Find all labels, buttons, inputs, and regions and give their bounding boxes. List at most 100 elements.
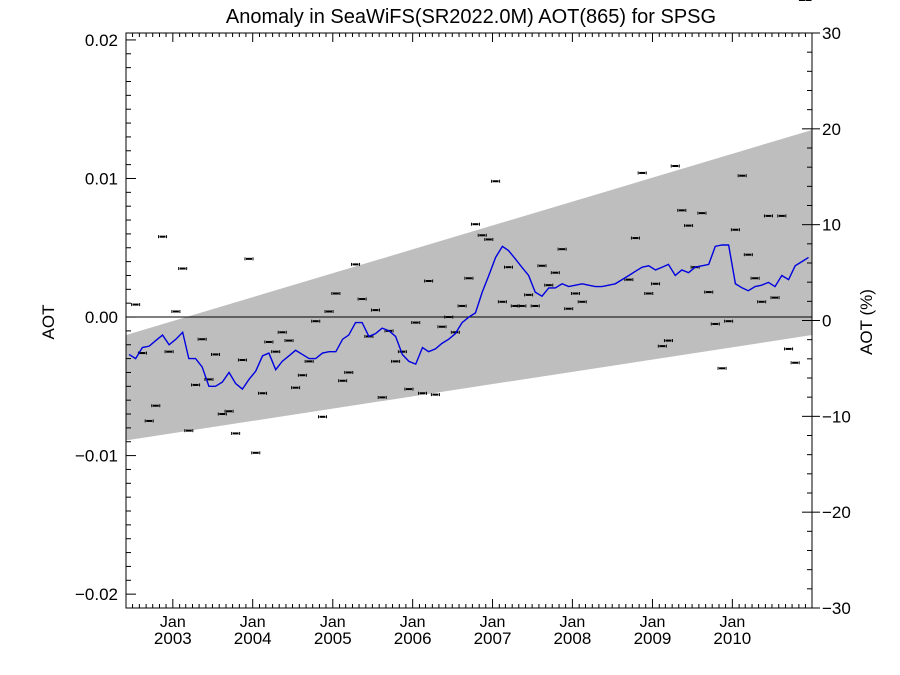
smoothed-series-line [128,244,809,391]
data-point [637,171,647,175]
monthly-points [131,0,812,455]
data-point [557,247,567,251]
data-point [544,283,554,287]
data-point [630,236,640,240]
data-point [237,358,247,362]
data-point [437,325,447,329]
data-point [717,366,727,370]
data-point [344,370,354,374]
data-point [151,404,161,408]
data-point [790,361,800,365]
data-point [210,352,220,356]
data-point [224,409,234,413]
data-point [763,214,773,218]
x-tick-label-month: Jan [400,614,426,631]
data-point [338,379,348,383]
trend-band-fill [126,129,812,441]
data-point [444,315,454,319]
data-point [550,271,560,275]
data-point [450,330,460,334]
data-point [404,387,414,391]
x-tick-label-year: 2007 [474,629,512,648]
data-point [757,300,767,304]
data-point [191,383,201,387]
data-point [657,344,667,348]
data-point [677,208,687,212]
chart-title: Anomaly in SeaWiFS(SR2022.0M) AOT(865) f… [226,6,716,28]
data-point [144,419,154,423]
trend-band [126,129,812,441]
data-point [570,291,580,295]
data-point [464,276,474,280]
y-right-tick-label: 0 [822,312,831,331]
y-axis-left-ticks: 0.02 0.01 0.00 −0.01 −0.02 [75,31,136,609]
data-point [517,304,527,308]
data-point [524,293,534,297]
data-point [497,300,507,304]
data-point [750,276,760,280]
x-tick-label-month: Jan [640,614,666,631]
data-point [457,304,467,308]
y-left-tick-label: −0.01 [75,447,118,466]
data-point [251,451,261,455]
data-point [357,297,367,301]
data-point [184,429,194,433]
x-tick-label-month: Jan [160,614,186,631]
data-point [724,319,734,323]
data-point [418,391,428,395]
x-tick-label-month: Jan [719,614,745,631]
data-point [311,319,321,323]
data-point [258,391,268,395]
y-left-tick-label: 0.02 [85,31,118,50]
x-tick-label-year: 2005 [314,629,352,648]
y-left-tick-label: −0.02 [75,585,118,604]
y-left-tick-label: 0.01 [85,169,118,188]
y-right-tick-label: −20 [822,503,851,522]
data-point [644,291,654,295]
data-point [351,262,361,266]
data-point [397,350,407,354]
data-point [430,393,440,397]
data-point [244,257,254,261]
data-point [217,412,227,416]
y-left-tick-label: 0.00 [85,308,118,327]
data-point [777,214,787,218]
data-point [737,174,747,178]
data-point [370,308,380,312]
data-point [663,339,673,343]
data-point [564,307,574,311]
data-point [577,300,587,304]
data-point [377,395,387,399]
data-point [537,264,547,268]
smoothed-series-layer [128,244,809,391]
data-point [318,415,328,419]
x-tick-label-month: Jan [320,614,346,631]
data-point [530,304,540,308]
data-point [164,350,174,354]
data-point [231,431,241,435]
x-tick-label-month: Jan [480,614,506,631]
data-point [158,235,168,239]
data-point [391,359,401,363]
x-tick-label-year: 2010 [713,629,751,648]
data-point [477,233,487,237]
x-tick-label-month: Jan [240,614,266,631]
data-point [784,347,794,351]
data-point [704,290,714,294]
data-point [291,386,301,390]
data-point [470,222,480,226]
data-point [684,224,694,228]
y-right-tick-label: 10 [822,216,841,235]
y-right-tick-label: −30 [822,599,851,618]
y-axis-right-ticks: 30 20 10 0 −10 −20 −30 [802,24,851,618]
data-point [277,330,287,334]
data-point [484,237,494,241]
x-tick-label-year: 2006 [394,629,432,648]
data-point [264,340,274,344]
data-point [670,164,680,168]
data-point [411,321,421,325]
y-axis-right-label: AOT (%) [857,289,876,355]
y-right-tick-label: 30 [822,24,841,43]
y-right-tick-label: 20 [822,120,841,139]
